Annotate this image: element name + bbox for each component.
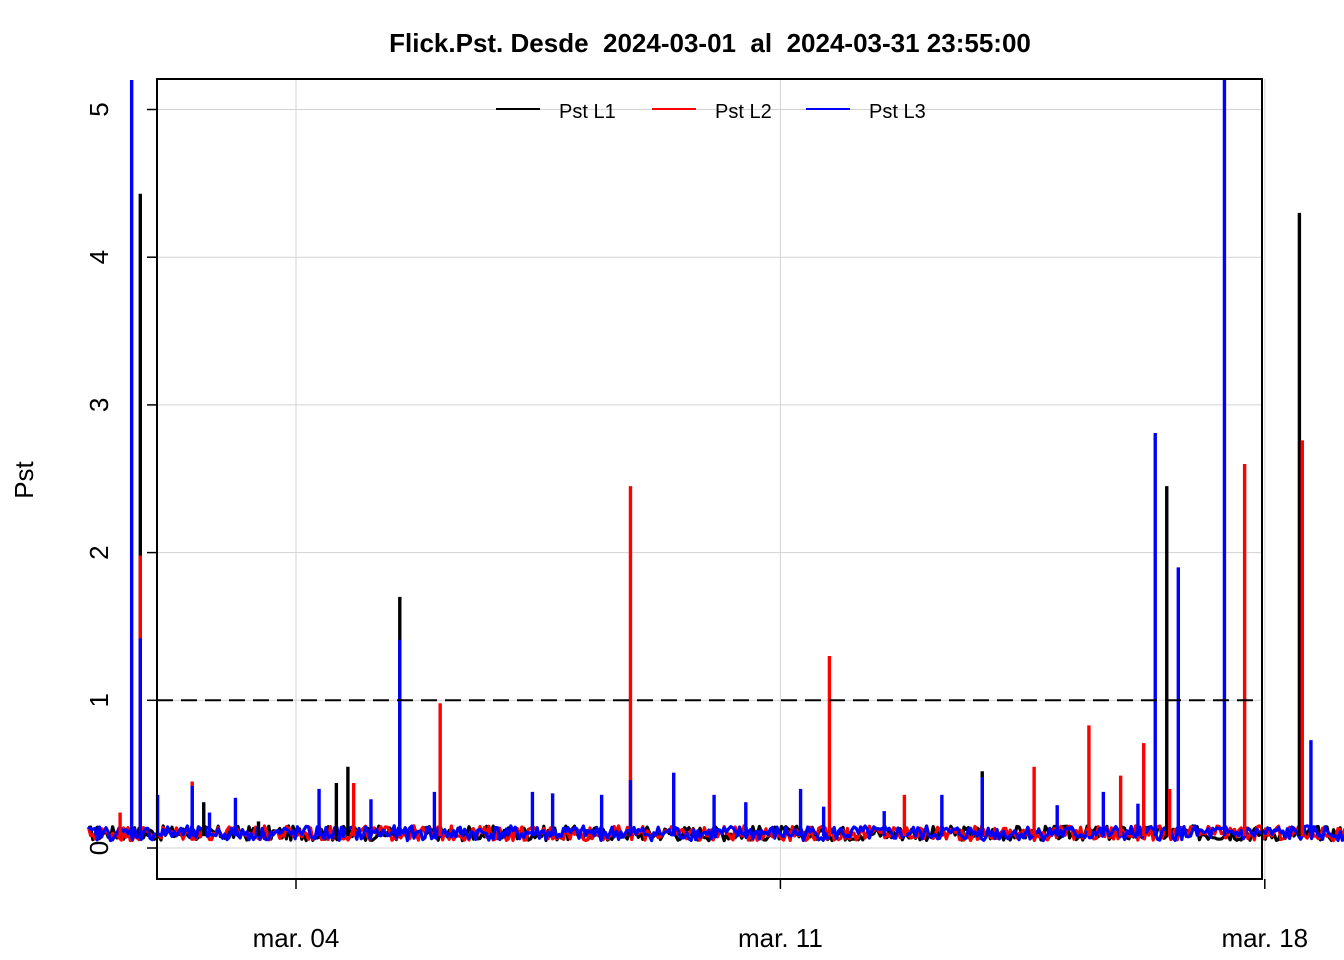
x-tick-label: mar. 04	[253, 923, 340, 953]
legend-label: Pst L2	[715, 101, 772, 123]
series-line-3-baseline	[87, 824, 1344, 843]
y-tick-label: 2	[84, 545, 114, 559]
y-tick-label: 0	[84, 841, 114, 855]
y-tick-label: 1	[84, 693, 114, 707]
grid-layer	[157, 79, 1266, 879]
y-axis-label: Pst	[9, 460, 39, 498]
legend: Pst L1 Pst L2 Pst L3	[496, 101, 926, 123]
legend-label: Pst L3	[869, 101, 926, 123]
series-layer	[86, 79, 1344, 843]
y-tick-label: 4	[84, 250, 114, 264]
chart-title: Flick.Pst. Desde 2024-03-01 al 2024-03-3…	[389, 28, 1031, 58]
y-tick-label: 5	[84, 102, 114, 116]
y-tick-label: 3	[84, 398, 114, 412]
x-tick-label: mar. 18	[1221, 923, 1308, 953]
x-tick-label: mar. 11	[738, 923, 823, 953]
plot-frame	[156, 78, 1263, 880]
legend-label: Pst L1	[559, 101, 616, 123]
